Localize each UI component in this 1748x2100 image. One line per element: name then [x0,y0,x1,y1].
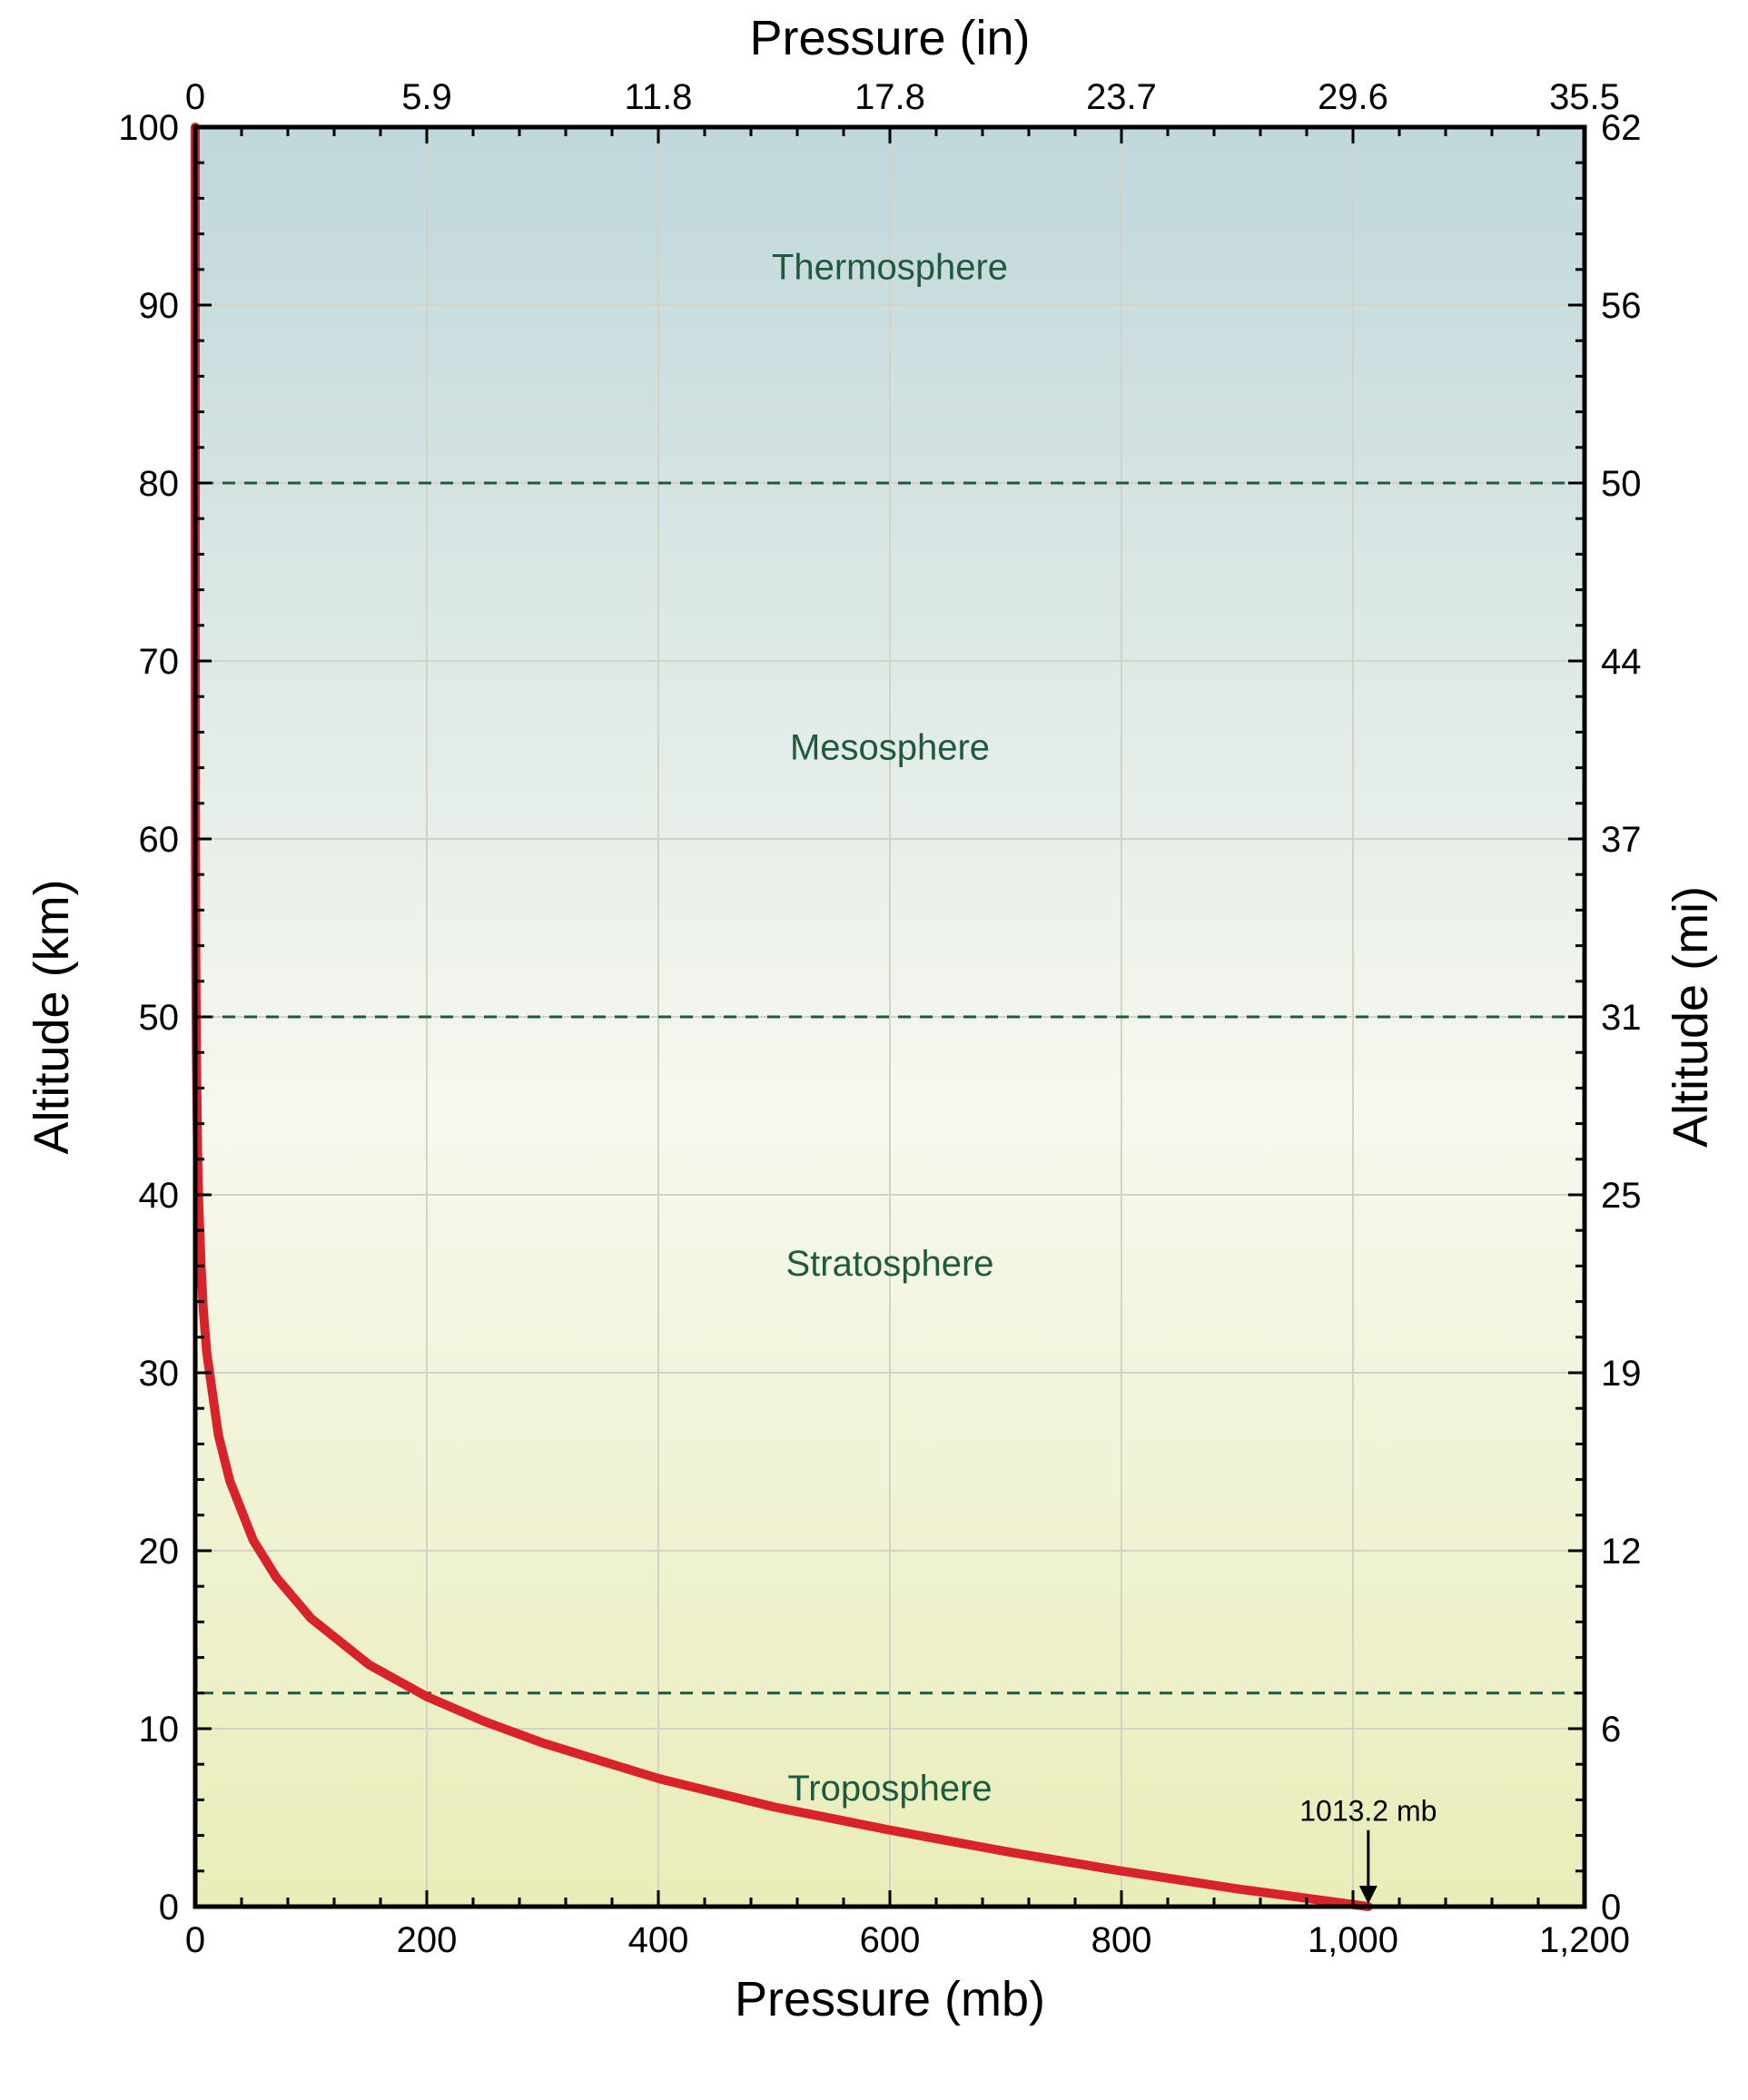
tick-left-label: 0 [159,1888,179,1927]
tick-top-label: 23.7 [1086,77,1157,117]
tick-right-label: 12 [1601,1532,1642,1572]
x-top-title: Pressure (in) [749,11,1030,65]
layer-label: Thermosphere [772,247,1008,287]
tick-right-label: 62 [1601,108,1642,148]
tick-top-label: 5.9 [401,77,452,117]
chart-svg: Thermosphere Mesosphere Stratosphere Tropos… [0,0,1748,2100]
tick-right-label: 19 [1601,1354,1642,1394]
tick-bottom-label: 200 [397,1920,458,1960]
tick-left-label: 100 [118,108,179,148]
x-bottom-title: Pressure (mb) [735,1972,1045,2026]
pressure-altitude-chart: Thermosphere Mesosphere Stratosphere Tropos… [0,0,1748,2100]
layer-label: Mesosphere [790,728,990,768]
tick-right-label: 56 [1601,286,1642,326]
tick-left-label: 40 [139,1176,180,1216]
tick-right-label: 44 [1601,642,1642,682]
layer-label: Stratosphere [785,1244,993,1284]
tick-left-label: 60 [139,820,180,860]
tick-left-label: 50 [139,998,180,1038]
tick-right-label: 6 [1601,1710,1621,1750]
tick-bottom-label: 800 [1091,1920,1152,1960]
tick-left-label: 70 [139,642,180,682]
y-left-title: Altitude (km) [25,879,79,1154]
tick-right-label: 50 [1601,464,1642,504]
tick-top-label: 11.8 [625,77,693,117]
annotation-label: 1013.2 mb [1299,1795,1437,1828]
tick-top-label: 0 [185,77,205,117]
tick-left-label: 90 [139,286,180,326]
tick-right-label: 31 [1601,998,1642,1038]
tick-bottom-label: 1,000 [1308,1920,1398,1960]
y-right-title: Altitude (mi) [1664,886,1718,1148]
tick-left-label: 30 [139,1354,180,1394]
tick-left-label: 20 [139,1532,180,1572]
tick-bottom-label: 0 [185,1920,205,1960]
tick-left-label: 80 [139,464,180,504]
layer-label: Troposphere [787,1769,992,1809]
tick-right-label: 37 [1601,820,1642,860]
tick-right-label: 0 [1601,1888,1621,1927]
tick-bottom-label: 400 [628,1920,689,1960]
tick-top-label: 29.6 [1318,77,1388,117]
tick-left-label: 10 [139,1710,180,1750]
tick-top-label: 17.8 [854,77,925,117]
tick-right-label: 25 [1601,1176,1642,1216]
tick-bottom-label: 600 [860,1920,921,1960]
